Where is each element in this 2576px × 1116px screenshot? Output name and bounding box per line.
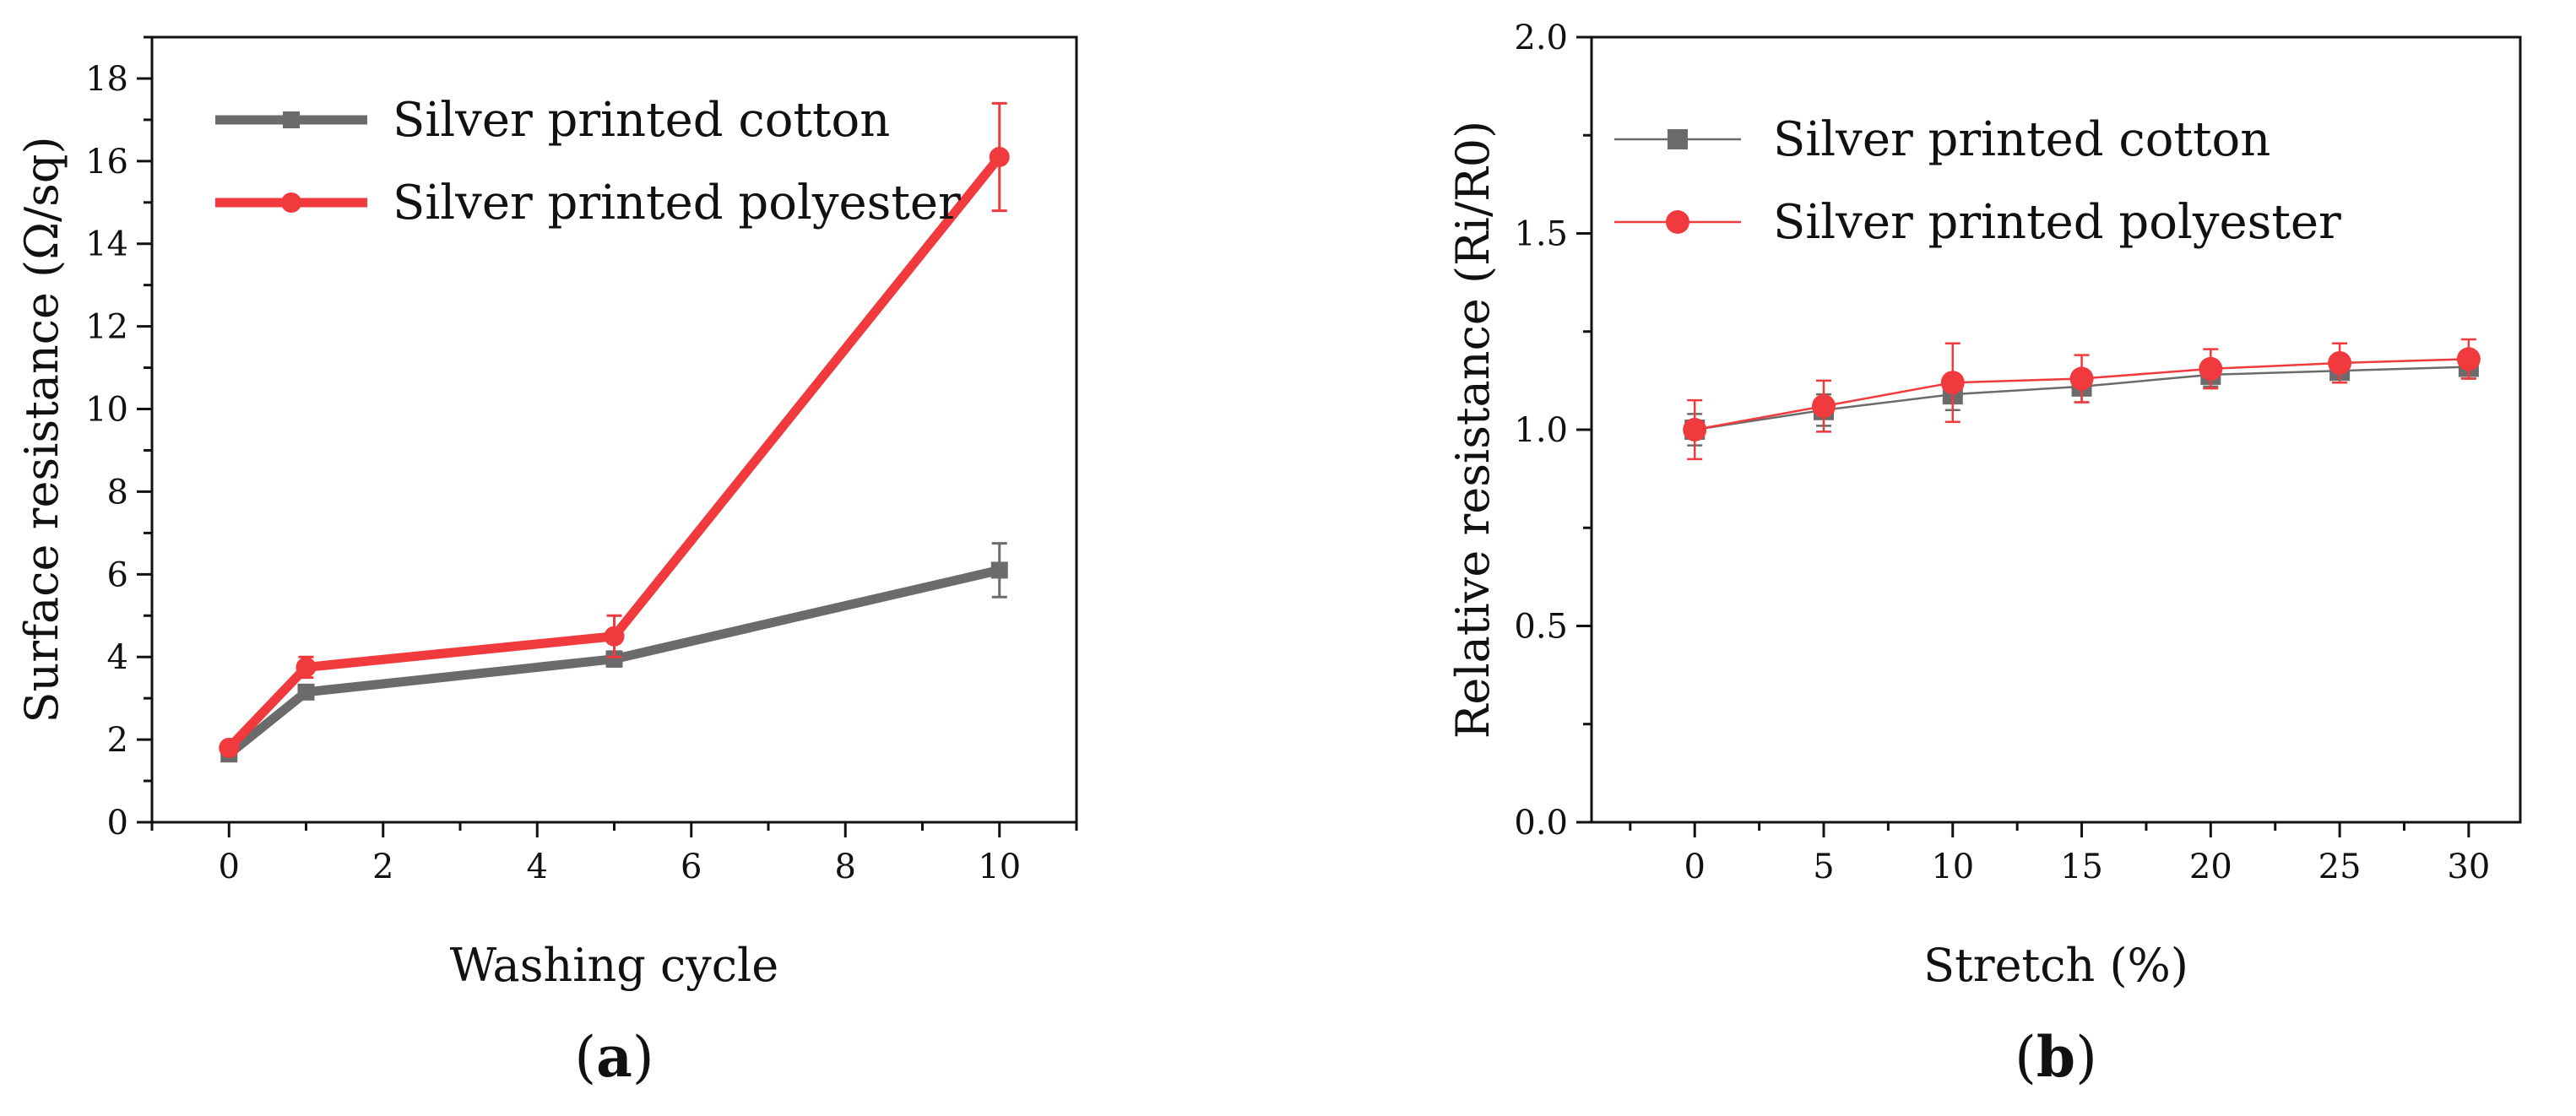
y-tick-label: 16 xyxy=(85,143,128,181)
x-tick-label: 6 xyxy=(681,848,702,886)
y-tick-label: 1.5 xyxy=(1514,215,1568,254)
x-tick-label: 30 xyxy=(2447,848,2490,886)
data-point xyxy=(2069,366,2094,391)
x-tick-label: 5 xyxy=(1813,848,1834,886)
legend-label: Silver printed cotton xyxy=(393,93,890,148)
y-tick-label: 4 xyxy=(107,638,128,677)
x-tick-label: 0 xyxy=(1684,848,1705,886)
legend-label: Silver printed polyester xyxy=(393,176,961,230)
legend-entry: Silver printed polyester xyxy=(215,176,961,230)
data-point xyxy=(2328,350,2352,375)
y-tick-label: 12 xyxy=(85,308,128,347)
x-tick-label: 0 xyxy=(219,848,240,886)
y-tick-label: 2.0 xyxy=(1514,19,1568,57)
data-point xyxy=(1683,418,1707,442)
legend-marker xyxy=(1666,210,1689,234)
x-axis-title: Washing cycle xyxy=(450,939,779,992)
data-point xyxy=(2199,356,2223,381)
series-silver-printed-polyester xyxy=(219,101,1010,758)
legend-marker xyxy=(281,192,301,213)
y-tick-label: 1.0 xyxy=(1514,411,1568,450)
data-point xyxy=(2456,347,2481,371)
y-tick-label: 10 xyxy=(85,391,128,430)
y-tick-label: 18 xyxy=(85,60,128,99)
y-tick-label: 6 xyxy=(107,555,128,594)
x-tick-label: 20 xyxy=(2189,848,2232,886)
chart-a: 0 2 4 6 8 10 0 2 4 6 8 10 12 14 16 18 Washing cycle Surfa… xyxy=(15,35,1078,1090)
x-tick-label: 15 xyxy=(2060,848,2103,886)
x-tick-label: 4 xyxy=(527,848,548,886)
legend-marker xyxy=(283,111,300,128)
panel-label: (a) xyxy=(574,1024,653,1090)
x-axis-title: Stretch (%) xyxy=(1923,939,2188,992)
chart-b: 0 5 10 15 20 25 30 0.0 0.5 1.0 1.5 2.0 Stretch (%) Re… xyxy=(1446,19,2522,1090)
data-point xyxy=(1940,371,1965,395)
series-silver-printed-cotton xyxy=(220,542,1008,763)
data-point xyxy=(219,737,240,758)
legend-entry: Silver printed cotton xyxy=(215,93,890,148)
data-point xyxy=(296,657,317,678)
y-tick-label: 14 xyxy=(85,225,128,264)
series-line xyxy=(225,566,1001,758)
x-tick-label: 10 xyxy=(1931,848,1974,886)
x-tick-label: 8 xyxy=(835,848,856,886)
data-point xyxy=(605,650,623,668)
series-line xyxy=(225,154,1004,751)
y-tick-label: 2 xyxy=(107,721,128,760)
data-point xyxy=(1812,394,1836,419)
data-point xyxy=(990,561,1008,579)
y-tick-label: 0.0 xyxy=(1514,804,1568,842)
y-tick-label: 0.5 xyxy=(1514,608,1568,647)
x-tick-label: 2 xyxy=(372,848,393,886)
panel-label: (b) xyxy=(2015,1024,2097,1090)
data-point xyxy=(604,626,625,647)
y-tick-label: 8 xyxy=(107,473,128,512)
series-silver-printed-polyester xyxy=(1683,338,2481,461)
data-point xyxy=(297,683,315,701)
y-axis-title: Relative resistance (Ri/R0) xyxy=(1446,121,1500,739)
y-axis-title: Surface resistance (Ω/sq) xyxy=(15,136,68,723)
data-point xyxy=(989,146,1010,167)
legend-entry: Silver printed cotton xyxy=(1614,112,2270,167)
x-tick-label: 25 xyxy=(2318,848,2362,886)
legend-label: Silver printed cotton xyxy=(1773,112,2270,167)
legend-entry: Silver printed polyester xyxy=(1614,195,2341,250)
legend-marker xyxy=(1668,129,1688,149)
y-tick-label: 0 xyxy=(107,804,128,842)
legend-label: Silver printed polyester xyxy=(1773,195,2341,250)
x-tick-label: 10 xyxy=(978,848,1021,886)
